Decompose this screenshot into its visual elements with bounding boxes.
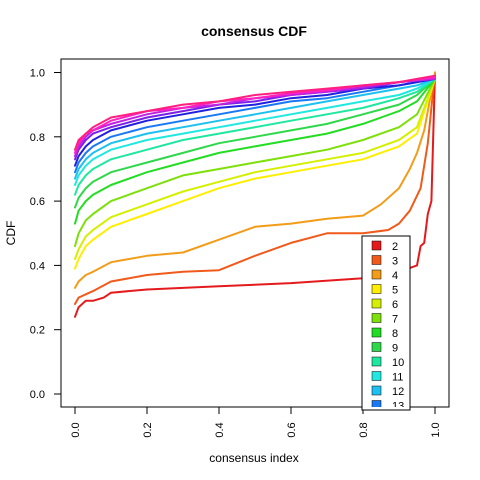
y-tick-label-2: 0.4 [30,260,45,272]
legend-label-6: 6 [392,299,398,311]
series-line-5 [74,77,436,260]
legend-label-11: 11 [392,372,403,384]
x-tick-label-5: 1.0 [430,422,442,437]
y-tick-label-4: 0.8 [30,132,45,144]
legend-swatch-13 [371,400,382,407]
legend-swatch-9 [371,342,382,352]
legend-items: 2 3 4 5 6 7 8 9 10 11 12 13 [371,240,404,413]
x-axis: 0.0 0.2 0.4 0.6 0.8 1.0 [70,407,442,438]
legend-label-5: 5 [392,285,398,297]
y-tick-label-5: 1.0 [30,68,45,80]
legend: 2 3 4 5 6 7 8 9 10 11 12 13 [361,235,411,413]
series-line-7 [74,77,436,225]
x-tick-label-3: 0.6 [286,422,298,437]
legend-box [361,235,411,411]
legend-label-3: 3 [392,256,398,268]
legend-swatch-2 [371,240,382,251]
legend-swatch-7 [371,313,382,323]
x-tick-label-0: 0.0 [70,422,82,437]
legend-swatch-10 [371,356,382,367]
legend-swatch-11 [371,371,382,381]
legend-label-8: 8 [392,328,398,340]
legend-swatch-6 [371,298,382,309]
legend-label-9: 9 [392,343,398,355]
legend-swatch-3 [371,255,382,265]
y-tick-label-0: 0.0 [30,389,45,401]
legend-label-2: 2 [392,241,398,253]
legend-swatch-5 [371,284,382,294]
series-line-2 [74,71,436,305]
y-tick-label-3: 0.6 [30,196,45,208]
legend-label-7: 7 [392,314,398,326]
plot-frame [60,58,450,408]
y-axis: 0.0 0.2 0.4 0.6 0.8 1.0 [30,68,61,401]
x-axis-label: consensus index [209,451,298,465]
legend-label-12: 12 [392,386,404,398]
y-axis-label: CDF [4,221,18,246]
series-line-8 [74,77,436,209]
series-line-12 [74,77,436,174]
series-line-11 [74,77,436,180]
legend-label-4: 4 [392,270,398,282]
series-line-9 [74,77,436,196]
series-line-1 [74,71,436,318]
legend-label-13: 13 [392,401,404,413]
legend-swatch-12 [371,385,382,396]
series-line-6 [74,77,436,248]
series-line-10 [74,77,436,186]
series-line-4 [74,77,436,270]
series-line-13 [74,77,436,167]
series-layer [74,71,436,318]
x-tick-label-4: 0.8 [358,422,370,437]
legend-label-10: 10 [392,357,404,369]
x-tick-label-2: 0.4 [214,422,226,437]
legend-swatch-8 [371,327,382,338]
y-tick-label-1: 0.2 [30,325,45,337]
chart-title: consensus CDF [201,23,307,39]
series-line-17 [74,74,436,151]
x-tick-label-1: 0.2 [142,422,154,437]
legend-swatch-4 [371,269,382,280]
series-line-3 [74,71,436,289]
